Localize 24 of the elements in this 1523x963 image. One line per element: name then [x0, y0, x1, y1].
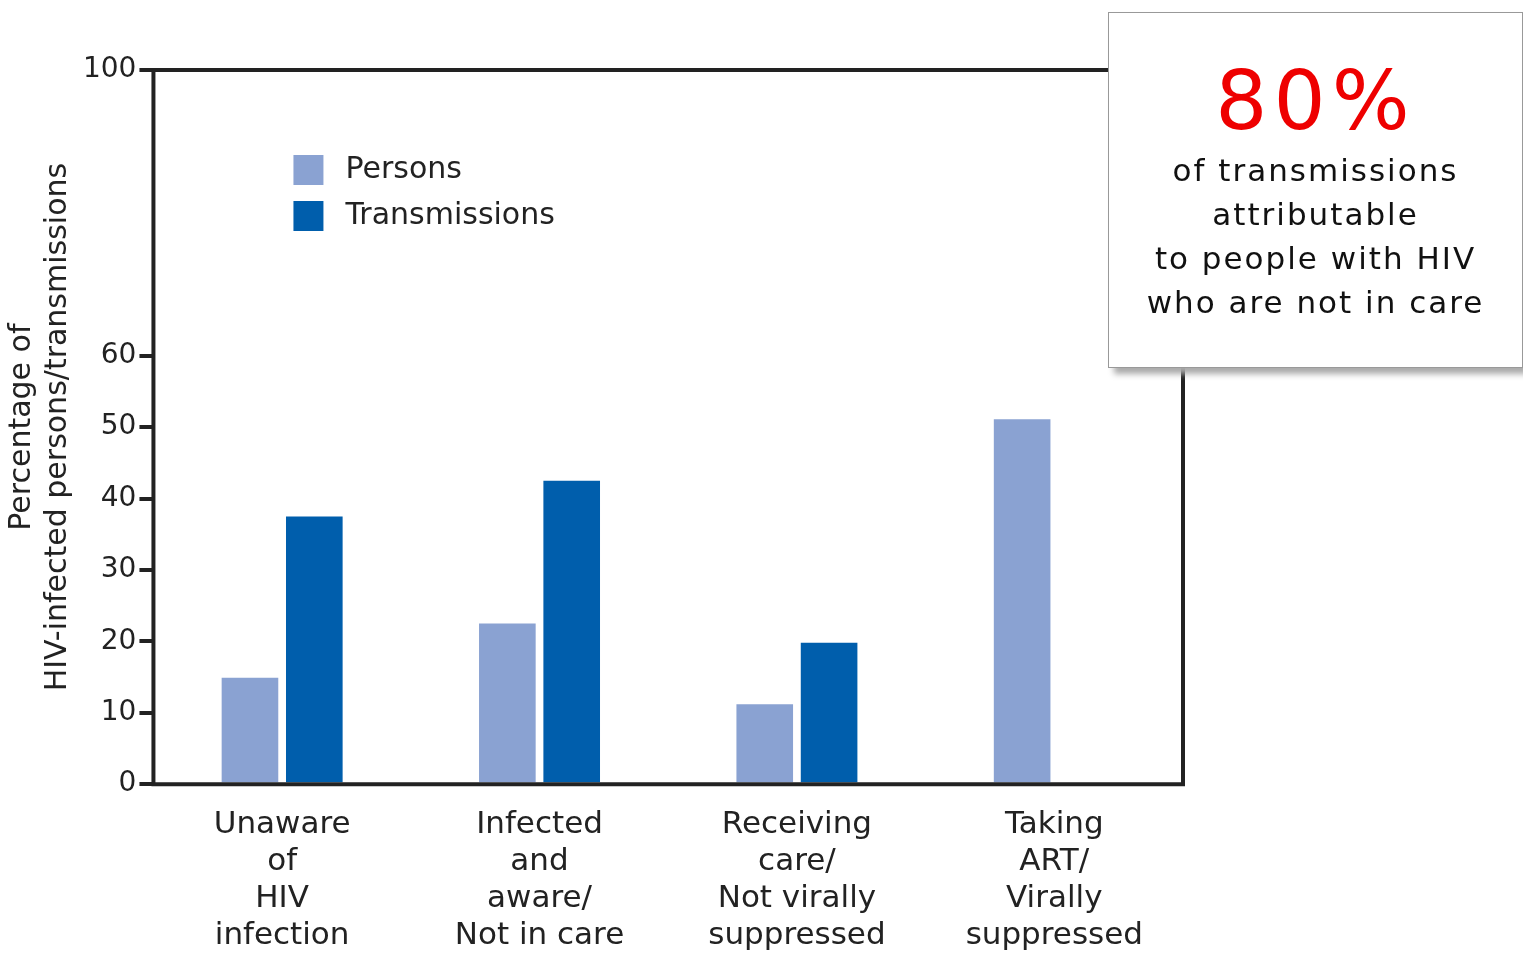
y-axis-title: Percentage of HIV-infected persons/transmissions: [1, 162, 73, 692]
bar: [286, 516, 343, 783]
y-tick-label: 100: [82, 51, 137, 85]
y-tick-label: 30: [100, 551, 137, 585]
bar: [221, 677, 279, 783]
legend-label: Persons: [345, 149, 462, 185]
y-tick-label: 20: [100, 622, 137, 656]
x-tick-label: Taking ART/ Virally suppressed: [965, 803, 1143, 952]
annotation: of transmissions attributable to people with HIV who are not in care: [1145, 151, 1486, 322]
bar: [993, 419, 1051, 783]
y-tick-label: 60: [100, 336, 137, 370]
bar: [543, 480, 601, 783]
y-tick-label: 40: [100, 479, 137, 513]
text: 80%: [1214, 53, 1417, 148]
y-tick-label: 50: [100, 408, 137, 442]
x-tick-label: Infected and aware/ Not in care: [454, 803, 625, 952]
bar: [479, 623, 536, 783]
legend-label: Transmissions: [344, 195, 555, 231]
x-tick-label: Receiving care/ Not virally suppressed: [708, 803, 886, 952]
y-tick-label: 10: [100, 694, 137, 728]
y-tick-label: 0: [118, 765, 137, 799]
x-tick-label: Unaware of HIV infection: [213, 803, 351, 952]
bar: [736, 704, 794, 783]
bar: [800, 642, 858, 783]
